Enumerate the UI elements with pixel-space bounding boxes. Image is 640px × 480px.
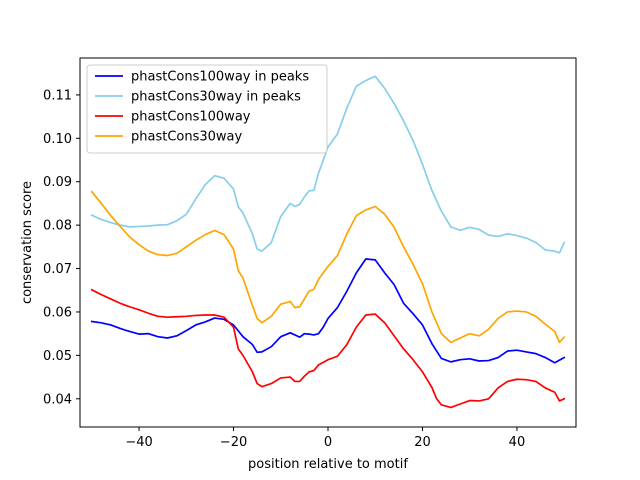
series-line-2 (90, 75, 566, 254)
y-axis: 0.04 0.05 0.06 0.07 0.08 0.09 0.10 0.11 (43, 88, 80, 407)
series-layer (90, 75, 566, 409)
legend-label-4: phastCons30way (131, 130, 243, 145)
y-tick-label: 0.10 (43, 132, 72, 147)
y-tick-label: 0.11 (43, 88, 72, 103)
series-line-1 (90, 258, 566, 364)
y-tick-label: 0.04 (43, 392, 72, 407)
x-tick-label: 20 (414, 435, 431, 450)
legend-label-1: phastCons100way in peaks (131, 70, 309, 85)
x-tick-label: −40 (125, 435, 152, 450)
y-tick-label: 0.05 (43, 349, 72, 364)
y-axis-label: conservation score (20, 181, 35, 304)
series-line-4 (90, 190, 566, 344)
x-tick-label: 40 (509, 435, 526, 450)
legend-label-3: phastCons100way (131, 110, 251, 125)
series-line-3 (90, 288, 566, 409)
y-tick-label: 0.09 (43, 175, 72, 190)
y-tick-label: 0.08 (43, 219, 72, 234)
x-axis-label: position relative to motif (248, 457, 408, 472)
legend: phastCons100way in peaks phastCons30way i… (86, 64, 328, 154)
x-tick-label: 0 (324, 435, 332, 450)
x-tick-label: −20 (220, 435, 247, 450)
x-axis: −40 −20 0 20 40 (125, 427, 525, 450)
legend-box (86, 64, 328, 154)
y-tick-label: 0.07 (43, 262, 72, 277)
y-tick-label: 0.06 (43, 305, 72, 320)
legend-label-2: phastCons30way in peaks (131, 90, 301, 105)
